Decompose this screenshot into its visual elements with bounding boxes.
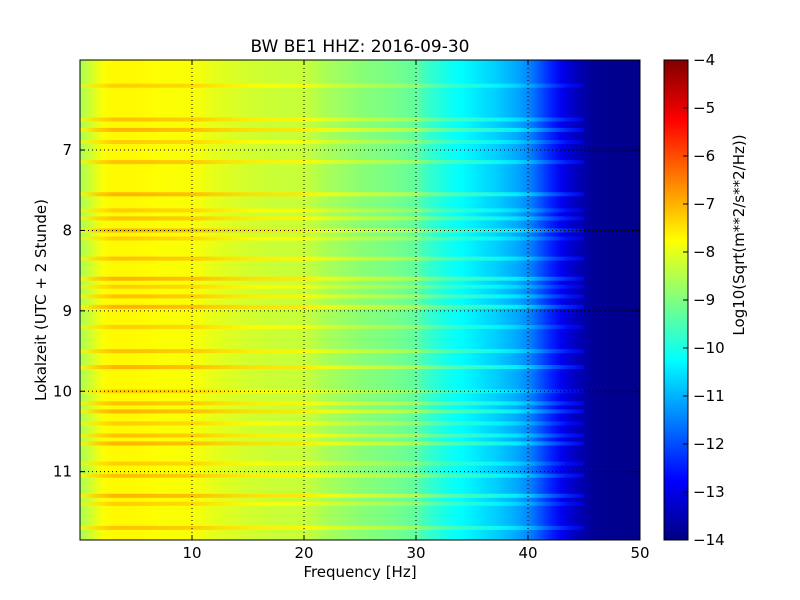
spectral-band — [80, 294, 584, 299]
spectral-band — [80, 324, 584, 329]
colorbar-ticks: −4 −5 −6 −7 −8 −9 −10 −11 −12 −13 −14 — [683, 51, 725, 549]
spectral-band — [80, 401, 584, 406]
y-axis-label: Lokalzeit (UTC + 2 Stunde) — [32, 199, 50, 401]
x-tick-label: 50 — [630, 544, 649, 562]
y-tick-label: 8 — [62, 221, 72, 239]
spectral-band — [80, 208, 584, 213]
spectral-band — [80, 421, 584, 426]
spectral-band — [80, 256, 584, 261]
plot-area: 10 20 30 40 50 7 8 9 10 11 — [53, 59, 650, 562]
spectral-band — [80, 216, 584, 221]
colorbar-tick-label: −12 — [693, 435, 725, 453]
spectral-band — [80, 441, 584, 446]
spectral-band — [80, 433, 584, 438]
spectrogram-background — [80, 60, 640, 540]
spectral-band — [80, 276, 584, 281]
y-axis-ticks: 7 8 9 10 11 — [53, 141, 640, 481]
spectral-band — [80, 284, 584, 289]
spectral-band — [80, 493, 584, 498]
spectral-band — [80, 365, 584, 370]
colorbar-tick-label: −5 — [693, 99, 715, 117]
colorbar-tick-label: −8 — [693, 243, 715, 261]
spectral-band — [80, 525, 584, 530]
spectral-band — [80, 127, 584, 132]
colorbar-tick-label: −14 — [693, 531, 725, 549]
spectral-band — [80, 236, 584, 241]
colorbar-tick-label: −7 — [693, 195, 715, 213]
spectral-band — [80, 160, 584, 165]
y-tick-label: 11 — [53, 463, 72, 481]
grid-lines — [80, 60, 640, 540]
x-tick-label: 40 — [518, 544, 537, 562]
y-tick-label: 9 — [62, 302, 72, 320]
chart-title: BW BE1 HHZ: 2016-09-30 — [250, 37, 469, 57]
colorbar-tick-label: −13 — [693, 483, 725, 501]
spectral-band — [80, 192, 584, 197]
y-tick-label: 7 — [62, 141, 72, 159]
colorbar: −4 −5 −6 −7 −8 −9 −10 −11 −12 −13 −14 Log10(Sqrt(m… — [663, 51, 748, 549]
spectral-band — [80, 473, 584, 478]
y-tick-label: 10 — [53, 382, 72, 400]
spectral-band — [80, 501, 584, 506]
x-tick-label: 20 — [294, 544, 313, 562]
x-axis-ticks: 10 20 30 40 50 — [182, 60, 650, 562]
spectral-band — [80, 83, 584, 88]
x-tick-label: 10 — [182, 544, 201, 562]
colorbar-tick-label: −6 — [693, 147, 715, 165]
spectral-band — [80, 461, 584, 466]
colorbar-tick-label: −9 — [693, 291, 715, 309]
spectral-band — [80, 304, 584, 309]
colorbar-tick-label: −10 — [693, 339, 725, 357]
colorbar-tick-label: −4 — [693, 51, 715, 69]
colorbar-label: Log10(Sqrt(m**2/s**2/Hz)) — [730, 134, 748, 335]
spectral-band — [80, 409, 584, 414]
spectral-band — [80, 117, 584, 122]
x-tick-label: 30 — [406, 544, 425, 562]
colorbar-tick-label: −11 — [693, 387, 725, 405]
spectral-band — [80, 349, 584, 354]
plot-frame — [79, 59, 641, 541]
spectral-band — [80, 140, 584, 144]
x-axis-label: Frequency [Hz] — [303, 563, 416, 581]
